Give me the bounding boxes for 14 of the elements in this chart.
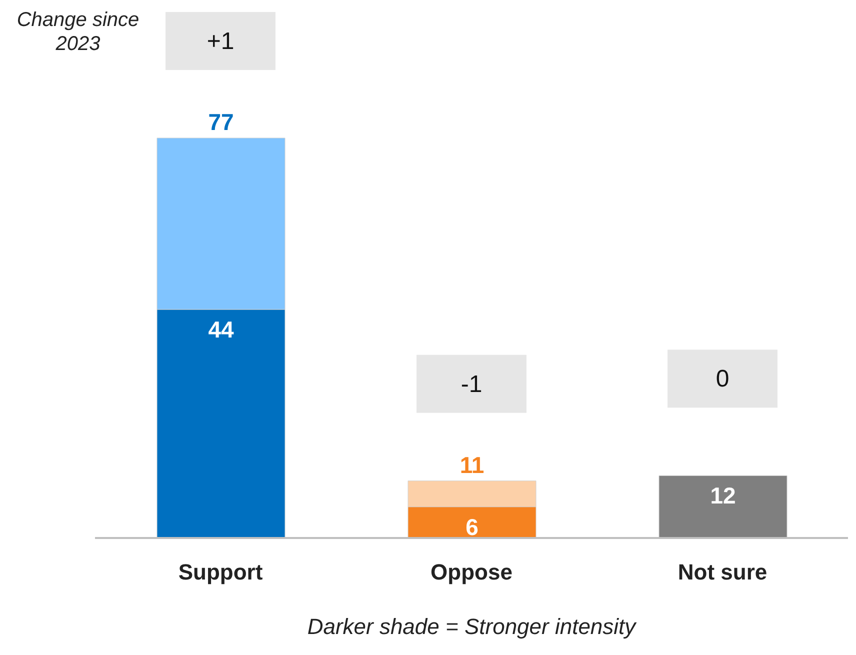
annotation: 0 <box>716 366 730 393</box>
bar <box>658 475 788 538</box>
text: Change since 2023 <box>16 8 140 56</box>
x-tick-label: Not sure <box>678 560 768 585</box>
x-tick-label: Oppose <box>430 560 512 585</box>
total-label: 77 <box>208 109 234 135</box>
data-label: 12 <box>710 482 736 509</box>
text: +1 <box>206 28 234 55</box>
annotation: -1 <box>460 370 482 398</box>
text: Darker shade = Stronger intensity <box>306 614 638 640</box>
x-tick-label: Support <box>178 560 264 585</box>
total-label: 11 <box>460 452 484 478</box>
data-label: 6 <box>466 514 478 540</box>
data-label: 44 <box>208 316 234 342</box>
